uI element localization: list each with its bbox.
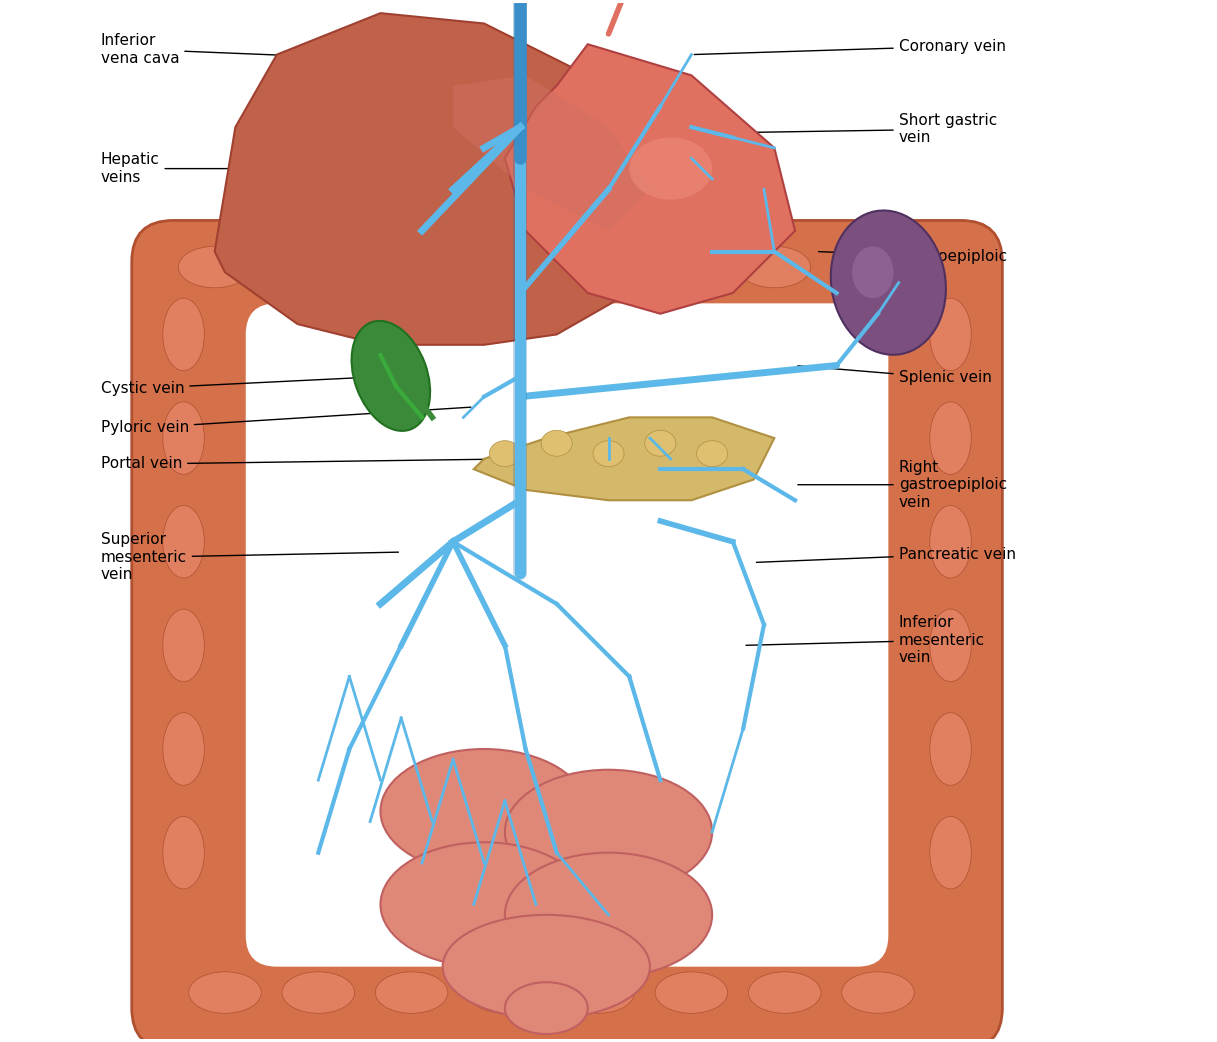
Ellipse shape — [489, 441, 521, 467]
Ellipse shape — [381, 749, 588, 873]
Ellipse shape — [163, 610, 204, 681]
Ellipse shape — [542, 430, 572, 456]
Ellipse shape — [930, 402, 971, 474]
FancyBboxPatch shape — [246, 303, 888, 967]
Ellipse shape — [282, 972, 354, 1013]
Text: Pancreatic vein: Pancreatic vein — [757, 547, 1016, 563]
Ellipse shape — [655, 972, 728, 1013]
Text: Superior
mesenteric
vein: Superior mesenteric vein — [101, 532, 398, 582]
Text: Cystic vein: Cystic vein — [101, 376, 393, 396]
Ellipse shape — [551, 246, 624, 288]
Ellipse shape — [179, 246, 251, 288]
Ellipse shape — [593, 441, 624, 467]
Ellipse shape — [163, 298, 204, 371]
Ellipse shape — [163, 505, 204, 578]
Ellipse shape — [852, 246, 893, 298]
Polygon shape — [473, 418, 774, 500]
Text: Short gastric
vein: Short gastric vein — [757, 113, 997, 146]
Ellipse shape — [505, 770, 712, 894]
Ellipse shape — [365, 246, 437, 288]
Text: Pyloric vein: Pyloric vein — [101, 407, 471, 436]
Ellipse shape — [629, 138, 712, 200]
Text: Hepatic
veins: Hepatic veins — [101, 152, 430, 184]
Ellipse shape — [505, 983, 588, 1034]
Ellipse shape — [831, 210, 946, 354]
Ellipse shape — [505, 852, 712, 977]
Ellipse shape — [842, 972, 914, 1013]
Ellipse shape — [443, 915, 650, 1018]
Ellipse shape — [930, 610, 971, 681]
Ellipse shape — [930, 298, 971, 371]
Ellipse shape — [189, 972, 262, 1013]
Text: Portal vein: Portal vein — [101, 456, 517, 471]
Text: Left
gastroepiploic
vein: Left gastroepiploic vein — [819, 231, 1006, 281]
Ellipse shape — [352, 321, 430, 431]
Ellipse shape — [738, 246, 811, 288]
Ellipse shape — [375, 972, 448, 1013]
Ellipse shape — [930, 713, 971, 786]
Text: Right
gastroepiploic
vein: Right gastroepiploic vein — [798, 460, 1006, 510]
Ellipse shape — [831, 246, 904, 288]
Text: Coronary vein: Coronary vein — [694, 39, 1005, 54]
Ellipse shape — [381, 842, 588, 967]
Ellipse shape — [469, 972, 542, 1013]
Polygon shape — [453, 75, 650, 230]
Polygon shape — [214, 14, 682, 345]
Text: Inferior
vena cava: Inferior vena cava — [101, 33, 517, 66]
Ellipse shape — [645, 246, 717, 288]
Ellipse shape — [271, 246, 344, 288]
Ellipse shape — [748, 972, 821, 1013]
Ellipse shape — [163, 402, 204, 474]
Ellipse shape — [696, 441, 728, 467]
Ellipse shape — [930, 505, 971, 578]
Ellipse shape — [930, 816, 971, 889]
Ellipse shape — [645, 430, 675, 456]
Ellipse shape — [163, 816, 204, 889]
FancyBboxPatch shape — [131, 221, 1003, 1042]
Polygon shape — [505, 44, 795, 314]
Ellipse shape — [459, 246, 531, 288]
Ellipse shape — [562, 972, 634, 1013]
Text: Splenic vein: Splenic vein — [798, 366, 992, 386]
Text: Inferior
mesenteric
vein: Inferior mesenteric vein — [746, 615, 985, 665]
Ellipse shape — [163, 713, 204, 786]
